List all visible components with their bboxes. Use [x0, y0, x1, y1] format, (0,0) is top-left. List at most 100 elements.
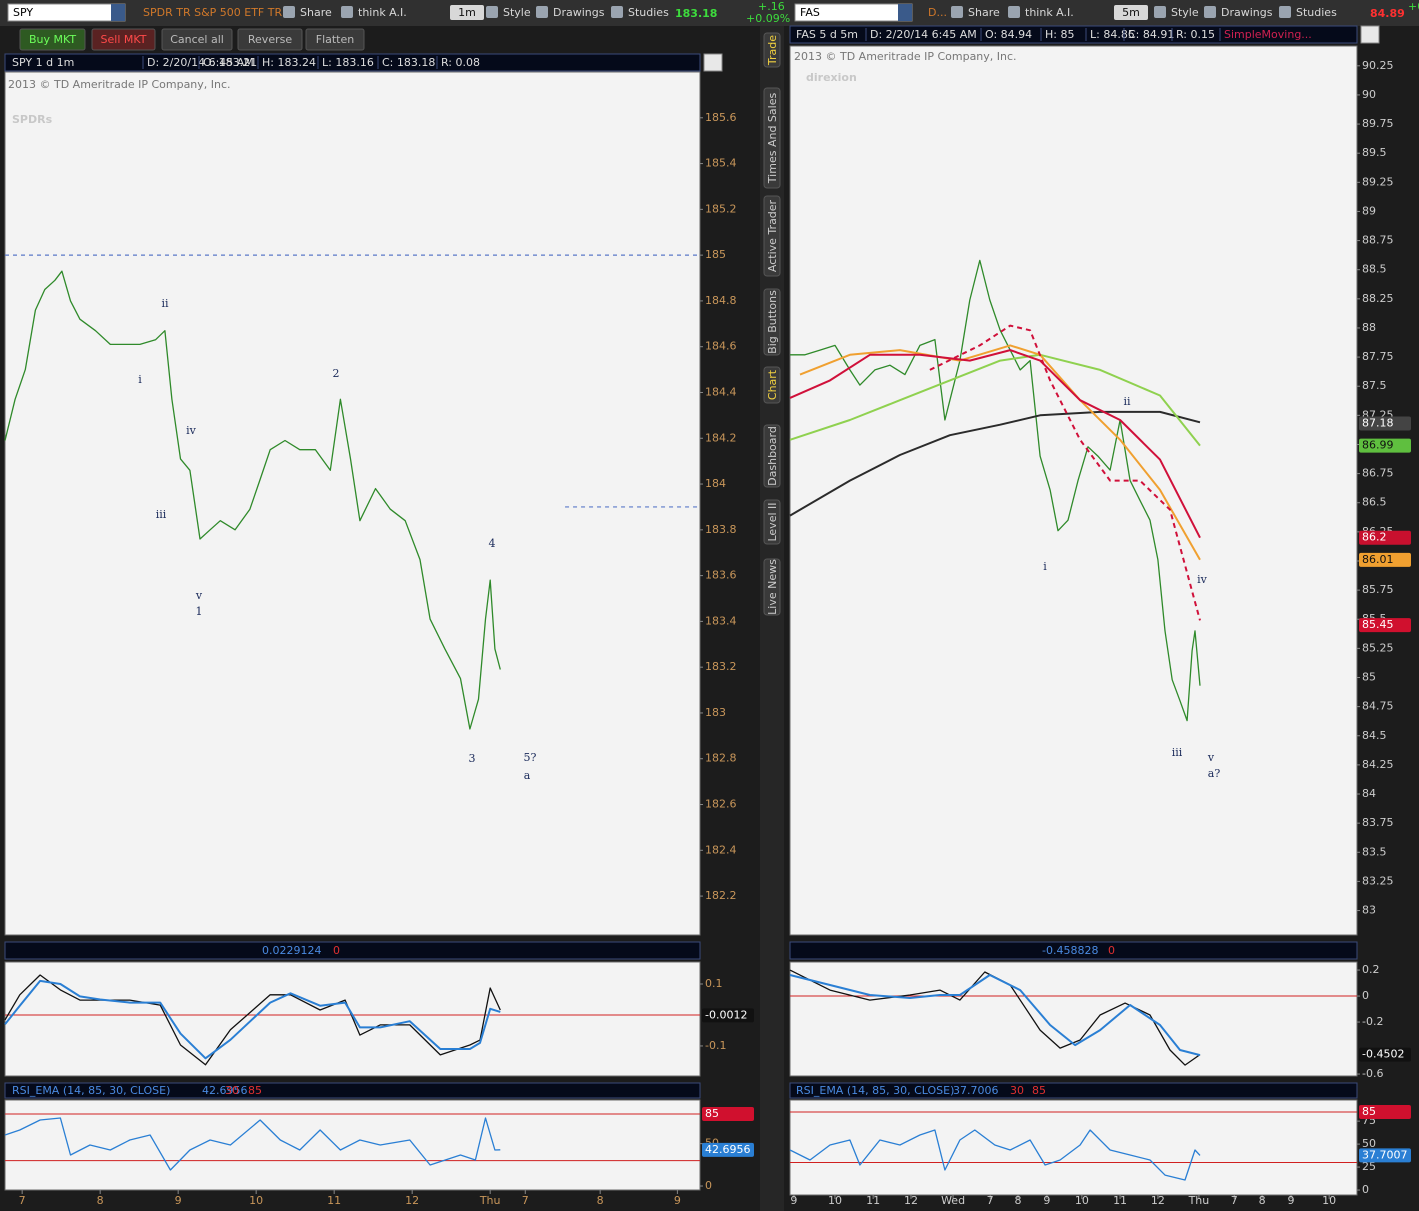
value-marker	[1359, 1104, 1411, 1119]
symbol: SPY	[13, 6, 33, 19]
y-tick-label: 183.4	[705, 614, 737, 627]
toolbar-button[interactable]: Share	[968, 6, 1000, 19]
side-tab[interactable]	[763, 87, 781, 189]
y-tick-label: 88.5	[1362, 263, 1387, 276]
change: +.16	[758, 0, 785, 13]
x-tick-label: 11	[1113, 1194, 1127, 1207]
toolbar-button[interactable]: Drawings	[553, 6, 605, 19]
x-tick-label: 8	[1259, 1194, 1266, 1207]
study-header	[789, 941, 1358, 960]
side-tab[interactable]	[763, 32, 781, 68]
side-tab-label[interactable]: Times And Sales	[766, 93, 779, 185]
y-tick-label: 183	[705, 706, 726, 719]
side-tab-label[interactable]: Dashboard	[766, 426, 779, 486]
y-tick-label: 182.8	[705, 752, 737, 765]
order-button[interactable]	[91, 28, 156, 51]
last-price: 183.18	[675, 7, 717, 20]
side-tab-label[interactable]: Chart	[766, 369, 779, 400]
side-tab-label[interactable]: Big Buttons	[766, 290, 779, 354]
value-marker	[1359, 530, 1411, 545]
order-button[interactable]	[305, 28, 365, 51]
y-tick-label: 185	[705, 248, 726, 261]
button-icon[interactable]	[1279, 6, 1291, 18]
chart-settings-icon[interactable]	[703, 53, 723, 72]
order-button-label[interactable]: Buy MKT	[29, 33, 76, 46]
series-line	[4, 979, 501, 1060]
y-tick-label: 50	[1362, 1137, 1376, 1150]
side-tab-label[interactable]: Trade	[766, 35, 779, 66]
header-field: L: 183.16	[322, 56, 374, 69]
side-tab[interactable]	[763, 288, 781, 356]
button-icon[interactable]	[1154, 6, 1166, 18]
value-marker-label: 86.01	[1362, 553, 1394, 566]
side-tab[interactable]	[763, 195, 781, 277]
x-tick-label: 12	[1151, 1194, 1165, 1207]
order-button-label[interactable]: Reverse	[248, 33, 292, 46]
button-icon[interactable]	[283, 6, 295, 18]
symbol-dropdown[interactable]	[898, 4, 912, 21]
toolbar-button[interactable]: Studies	[1296, 6, 1337, 19]
value-marker	[702, 1106, 754, 1121]
aggregation-box[interactable]	[450, 5, 484, 20]
button-icon[interactable]	[951, 6, 963, 18]
button-icon[interactable]	[1008, 6, 1020, 18]
toolbar-button[interactable]: Style	[503, 6, 531, 19]
button-icon[interactable]	[611, 6, 623, 18]
x-tick-label: 10	[1075, 1194, 1089, 1207]
order-button[interactable]	[19, 28, 86, 51]
series-line	[789, 410, 1201, 517]
side-tab-label[interactable]: Live News	[766, 559, 779, 615]
value-marker-label: 85	[705, 1107, 719, 1120]
wave-label: 2	[333, 367, 340, 380]
toolbar-button[interactable]: 5m	[1122, 6, 1140, 19]
y-tick-label: 85.75	[1362, 583, 1394, 596]
order-button[interactable]	[161, 28, 233, 51]
wave-label: ii	[161, 297, 169, 310]
side-tab[interactable]	[763, 558, 781, 616]
order-button-label[interactable]: Cancel all	[170, 33, 224, 46]
order-button[interactable]	[237, 28, 303, 51]
side-tab-label[interactable]: Active Trader	[766, 199, 779, 272]
study-name: RSI_EMA (14, 85, 30, CLOSE)	[796, 1084, 954, 1097]
value-marker	[1359, 1148, 1411, 1163]
value-marker-label: 85	[1362, 1105, 1376, 1118]
change-pct: +0.09%	[746, 12, 790, 25]
x-tick-label: 7	[987, 1194, 994, 1207]
aggregation-box[interactable]	[1114, 5, 1148, 20]
x-tick-label: Wed	[941, 1194, 965, 1207]
toolbar-button[interactable]: Studies	[628, 6, 669, 19]
chart-settings-icon[interactable]	[1360, 25, 1380, 44]
x-tick-label: 10	[1322, 1194, 1336, 1207]
wave-label: ii	[1123, 395, 1131, 408]
button-icon[interactable]	[1204, 6, 1216, 18]
chart-header	[4, 53, 701, 72]
button-icon[interactable]	[341, 6, 353, 18]
toolbar-button[interactable]: Style	[1171, 6, 1199, 19]
study-zero: 0	[1108, 944, 1115, 957]
y-tick-label: 83.75	[1362, 816, 1394, 829]
toolbar-button[interactable]: think A.I.	[1025, 6, 1074, 19]
side-tab[interactable]	[763, 499, 781, 545]
value-marker-label: 85.45	[1362, 618, 1394, 631]
toolbar-button[interactable]: Drawings	[1221, 6, 1273, 19]
button-icon[interactable]	[486, 6, 498, 18]
x-tick-label: Thu	[479, 1194, 501, 1207]
plot-area	[789, 45, 1358, 936]
wave-label: v	[1207, 751, 1215, 764]
toolbar-button[interactable]: 1m	[458, 6, 476, 19]
symbol-dropdown[interactable]	[111, 4, 125, 21]
order-button-label[interactable]: Sell MKT	[101, 33, 147, 46]
y-tick-label: 87.75	[1362, 350, 1394, 363]
toolbar-button[interactable]: Share	[300, 6, 332, 19]
side-tab-label[interactable]: Level II	[766, 502, 779, 541]
y-tick-label: 183.2	[705, 660, 737, 673]
side-tab[interactable]	[763, 366, 781, 404]
side-tab[interactable]	[763, 424, 781, 488]
button-icon[interactable]	[536, 6, 548, 18]
study-name: RSI_EMA (14, 85, 30, CLOSE)	[12, 1084, 170, 1097]
toolbar-button[interactable]: think A.I.	[358, 6, 407, 19]
wave-label: iii	[1172, 746, 1183, 759]
order-button-label[interactable]: Flatten	[316, 33, 355, 46]
wave-label: 3	[469, 752, 476, 765]
y-tick-label: 184.2	[705, 431, 737, 444]
